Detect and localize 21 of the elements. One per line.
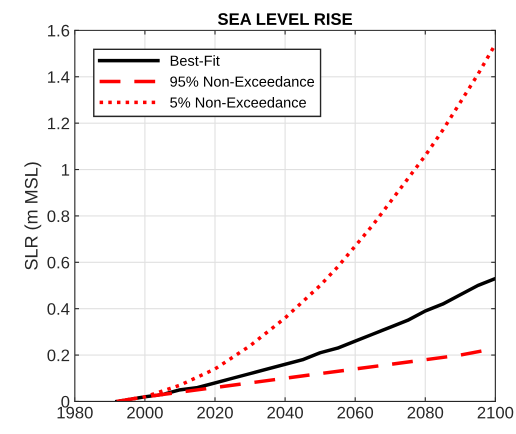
x-tick-label: 1980 <box>58 406 93 419</box>
y-tick-label: 0.2 <box>47 349 70 362</box>
legend-label: 95% Non-Exceedance <box>170 76 314 87</box>
x-tick-label: 2000 <box>127 406 163 419</box>
legend-label: 5% Non-Exceedance <box>170 96 306 108</box>
x-tick-label: 2100 <box>478 406 514 419</box>
y-tick-label: 0.6 <box>47 256 70 268</box>
x-tick-label: 2020 <box>197 406 233 419</box>
legend-label: Best-Fit <box>170 55 220 66</box>
y-tick-label: 0 <box>61 396 70 408</box>
y-tick-label: 1.2 <box>48 118 70 130</box>
chart-title: SEA LEVEL RISE <box>218 13 352 25</box>
y-tick-label: 0.8 <box>47 210 70 222</box>
y-tick-label: 1.6 <box>48 24 70 37</box>
y-tick-label: 1.4 <box>48 71 70 83</box>
y-tick-label: 1 <box>62 164 70 176</box>
y-tick-label: 0.4 <box>47 303 70 315</box>
y-axis-title: SLR (m MSL) <box>24 162 42 270</box>
x-tick-label: 2060 <box>337 406 374 419</box>
x-tick-label: 2080 <box>408 406 444 419</box>
x-tick-label: 2040 <box>267 406 303 419</box>
